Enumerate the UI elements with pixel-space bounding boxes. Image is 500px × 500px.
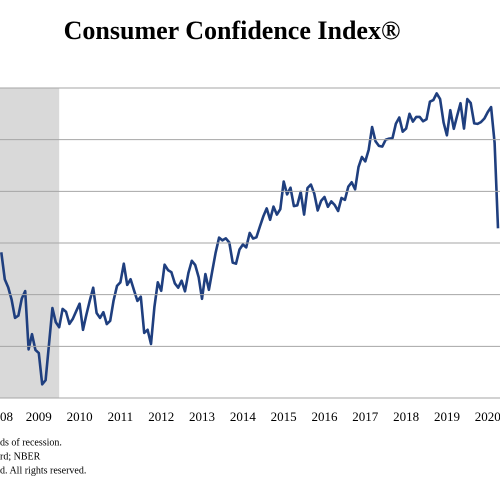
x-tick-label: 2015 [271, 409, 297, 424]
chart-title: Consumer Confidence Index® [64, 16, 401, 45]
x-tick-label: 2013 [189, 409, 215, 424]
x-tick-label: 08 [0, 409, 13, 424]
x-tick-label: 2009 [26, 409, 52, 424]
x-tick-label: 2020 [475, 409, 500, 424]
x-tick-label: 2018 [393, 409, 419, 424]
footnote: d. All rights reserved. [0, 465, 86, 476]
x-tick-label: 2019 [434, 409, 460, 424]
data-line [0, 92, 500, 386]
x-tick-label: 2012 [148, 409, 174, 424]
x-tick-label: 2017 [352, 409, 379, 424]
footnote: ds of recession. [0, 437, 62, 448]
x-tick-label: 2011 [108, 409, 134, 424]
x-tick-label: 2010 [67, 409, 93, 424]
footnote: rd; NBER [0, 451, 41, 462]
x-tick-label: 2014 [230, 409, 257, 424]
x-tick-label: 2016 [311, 409, 338, 424]
